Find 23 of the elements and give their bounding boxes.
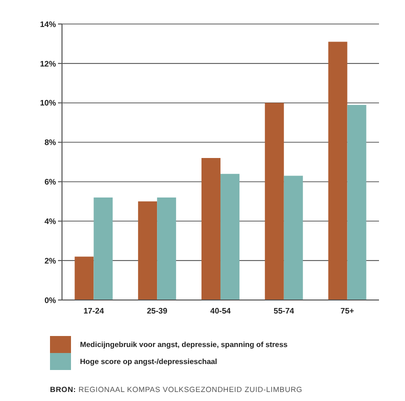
bar: [74, 256, 94, 300]
bar: [347, 104, 366, 300]
x-tick-label: 17-24: [83, 306, 104, 316]
y-tick-label: 6%: [44, 178, 56, 187]
bar: [328, 42, 348, 300]
x-tick-label: 55-74: [274, 306, 295, 316]
bar: [264, 102, 284, 300]
bar: [94, 197, 113, 300]
bar: [138, 201, 158, 300]
x-tick-label: 25-39: [146, 306, 168, 316]
x-tick-label: 40-54: [210, 306, 232, 316]
y-tick-label: 4%: [44, 216, 56, 226]
x-tick-label: 75+: [340, 306, 354, 316]
bar: [157, 197, 176, 300]
y-tick-label: 10%: [40, 98, 56, 108]
y-tick-label: 0%: [44, 296, 56, 305]
y-tick-label: 14%: [40, 20, 56, 29]
bar: [220, 174, 240, 300]
y-tick-label: 12%: [40, 59, 56, 68]
bar: [284, 176, 303, 300]
y-tick-label: 2%: [44, 256, 56, 266]
y-tick-label: 8%: [44, 138, 56, 148]
bar: [201, 158, 220, 300]
